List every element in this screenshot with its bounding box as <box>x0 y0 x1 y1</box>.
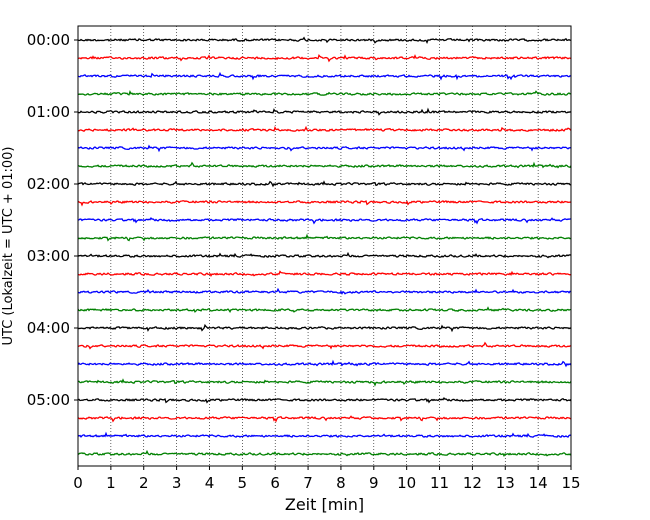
x-tick-label: 8 <box>336 474 346 492</box>
x-tick-label: 10 <box>397 474 416 492</box>
trace-line <box>77 180 572 188</box>
y-axis-label: UTC (Lokalzeit = UTC + 01:00) <box>1 147 16 346</box>
trace-line <box>77 107 572 116</box>
vertical-gridlines <box>110 26 539 466</box>
trace-line <box>78 54 572 63</box>
y-tick-label: 00:00 <box>27 31 70 49</box>
trace-line <box>77 341 572 350</box>
trace-line <box>77 323 572 333</box>
x-tick-label: 7 <box>303 474 313 492</box>
plot-frame <box>77 25 572 467</box>
y-tick-label: 02:00 <box>27 175 70 193</box>
x-tick-label: 0 <box>73 474 83 492</box>
trace-line <box>77 378 572 387</box>
trace-line <box>77 200 572 207</box>
trace-line <box>77 359 572 368</box>
y-tick-label: 05:00 <box>27 391 70 409</box>
trace-line <box>77 233 572 242</box>
x-tick-label: 13 <box>496 474 515 492</box>
trace-series <box>77 36 572 458</box>
x-tick-label: 3 <box>172 474 182 492</box>
trace-line <box>77 144 572 153</box>
trace-line <box>77 449 572 458</box>
x-tick-label: 2 <box>139 474 149 492</box>
trace-line <box>77 251 572 259</box>
y-tick-label: 03:00 <box>27 247 70 265</box>
x-tick-label: 9 <box>369 474 379 492</box>
x-tick-label: 15 <box>561 474 580 492</box>
x-tick-label: 14 <box>529 474 548 492</box>
trace-line <box>77 125 572 132</box>
x-axis-label: Zeit [min] <box>285 495 364 514</box>
x-tick-label: 12 <box>463 474 482 492</box>
trace-line <box>77 36 572 44</box>
x-tick-label: 1 <box>106 474 116 492</box>
trace-line <box>77 71 572 81</box>
trace-line <box>77 270 572 278</box>
x-tick-label: 11 <box>430 474 449 492</box>
trace-line <box>77 396 572 404</box>
trace-line <box>77 287 572 295</box>
trace-line <box>77 90 572 96</box>
x-axis-ticks: 0 1 2 3 4 5 6 7 8 9 10 11 12 13 14 15 <box>73 466 581 492</box>
x-tick-label: 4 <box>205 474 215 492</box>
trace-line <box>77 216 572 225</box>
trace-line <box>77 161 572 169</box>
y-tick-label: 01:00 <box>27 103 70 121</box>
trace-line <box>77 306 572 313</box>
y-tick-label: 04:00 <box>27 319 70 337</box>
y-axis-ticks: 00:00 01:00 02:00 03:00 04:00 05:00 <box>27 31 78 409</box>
trace-line <box>77 415 572 423</box>
x-tick-label: 5 <box>238 474 248 492</box>
x-tick-label: 6 <box>270 474 280 492</box>
trace-line <box>77 431 572 438</box>
